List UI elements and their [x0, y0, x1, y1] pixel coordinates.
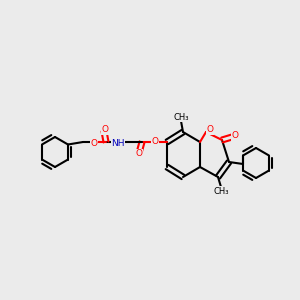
Text: O: O: [136, 149, 142, 158]
Text: O: O: [206, 125, 214, 134]
Text: O: O: [232, 131, 238, 140]
Text: O: O: [91, 139, 98, 148]
Text: NH: NH: [111, 139, 125, 148]
Text: CH₃: CH₃: [213, 187, 229, 196]
Text: O: O: [152, 137, 158, 146]
Text: CH₃: CH₃: [173, 112, 189, 122]
Text: O: O: [101, 125, 109, 134]
